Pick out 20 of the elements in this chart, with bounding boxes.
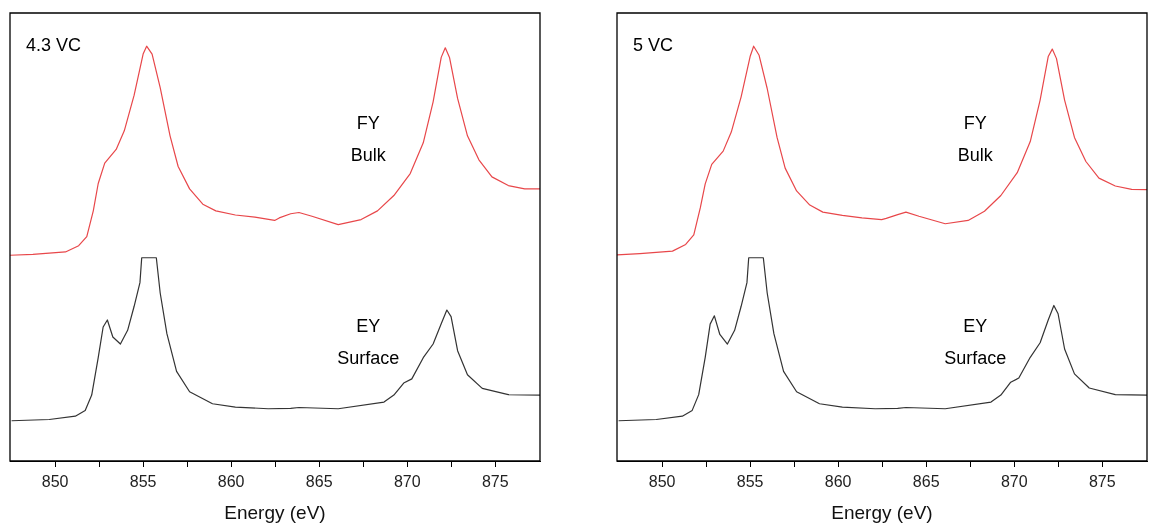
chart-title: 5 VC: [633, 34, 674, 55]
x-tick-label: 870: [1000, 473, 1028, 491]
series-label: FY Bulk: [350, 112, 387, 165]
x-axis-title: Energy (eV): [831, 501, 933, 523]
x-tick-label: 865: [305, 473, 333, 491]
x-axis-title: Energy (eV): [224, 501, 326, 523]
x-tick-label: 875: [481, 473, 509, 491]
series-label: FY Bulk: [957, 112, 994, 165]
x-tick-label: 860: [824, 473, 852, 491]
x-tick-label: 865: [912, 473, 940, 491]
series-label: EY Surface: [944, 315, 1007, 368]
x-tick-label: 855: [736, 473, 764, 491]
x-tick-label: 875: [1088, 473, 1116, 491]
chart-title: 4.3 VC: [26, 34, 82, 55]
series-label: EY Surface: [337, 315, 400, 368]
x-tick-label: 855: [129, 473, 157, 491]
x-tick-label: 850: [41, 473, 69, 491]
x-tick-label: 850: [648, 473, 676, 491]
x-tick-label: 860: [217, 473, 245, 491]
x-tick-label: 870: [393, 473, 421, 491]
